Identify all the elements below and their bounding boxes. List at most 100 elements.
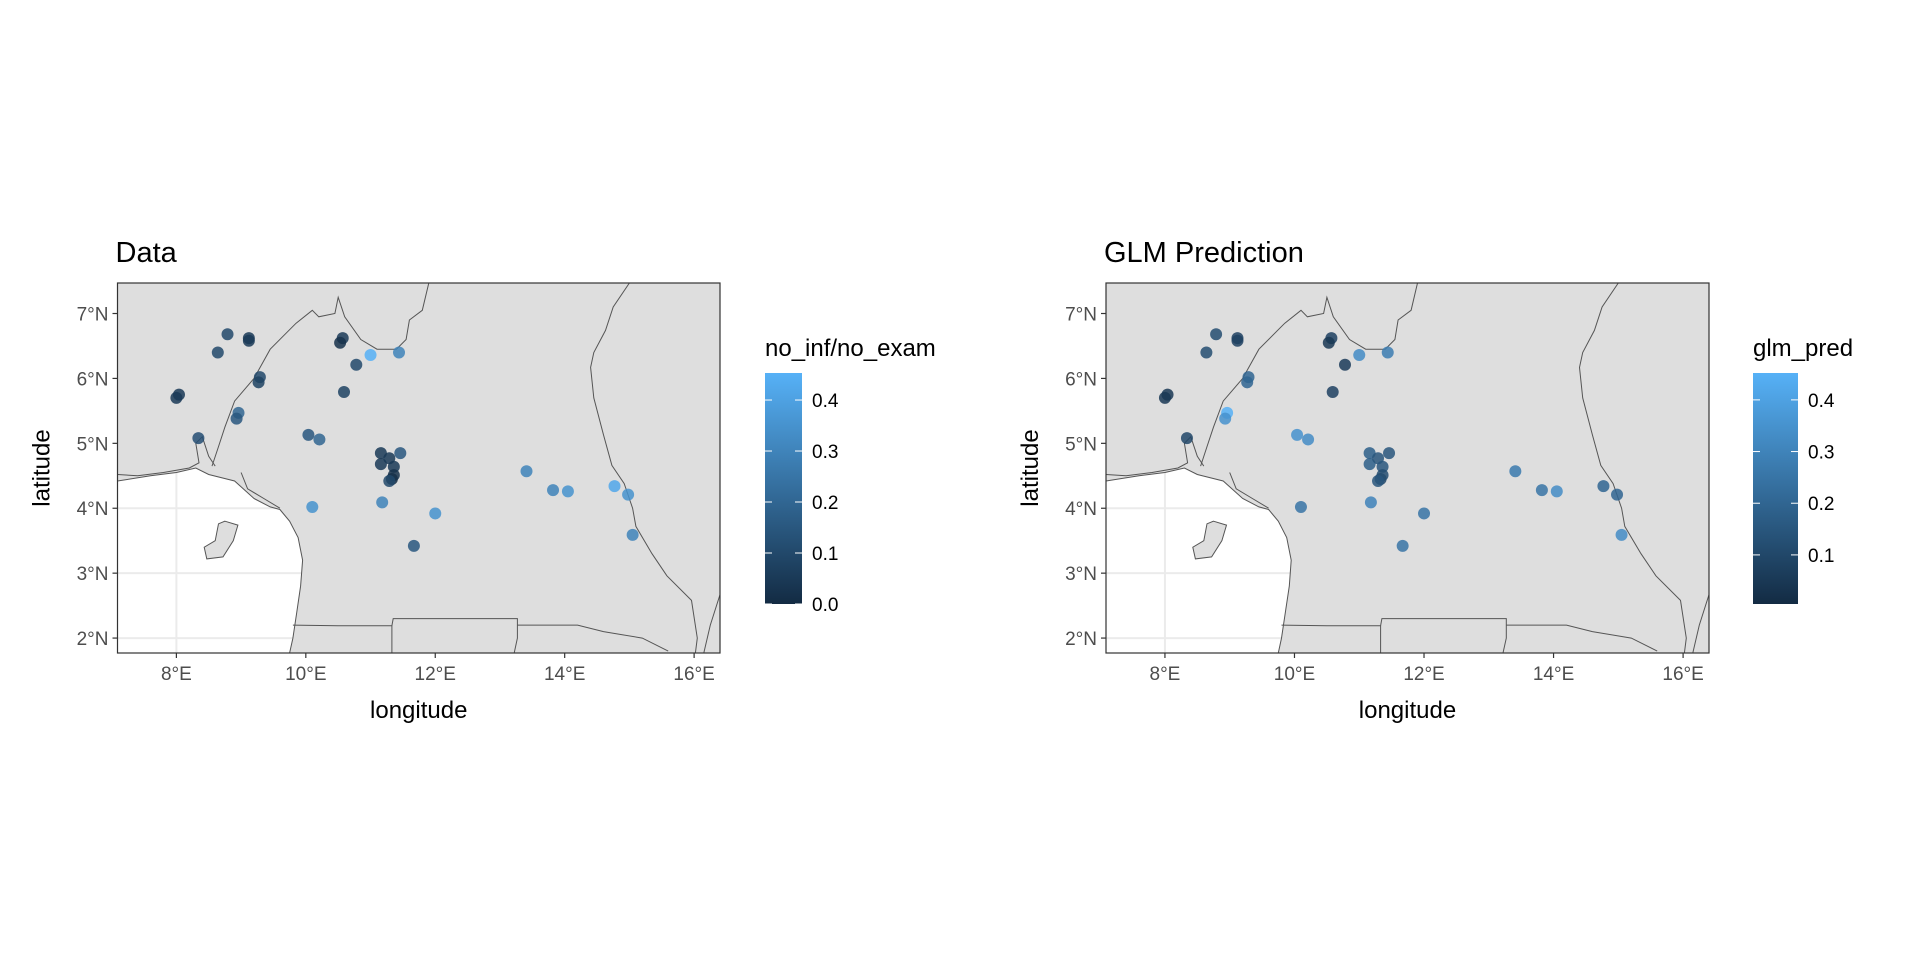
legend-label: 0.0: [812, 595, 838, 616]
border-line: [590, 283, 698, 653]
panel-glm-prediction: GLM Prediction 8°E 10°E 12°E 14°E 16°E 2°N 3°N 4…: [1017, 237, 1853, 724]
data-point: [1326, 386, 1339, 399]
data-point: [1364, 496, 1377, 509]
x-tick-label: 14°E: [1533, 664, 1574, 685]
y-tick-label: 6°N: [1065, 369, 1097, 390]
data-point: [302, 428, 315, 441]
data-point: [429, 507, 442, 520]
data-point: [608, 480, 621, 493]
legend-label: 0.4: [812, 391, 839, 412]
x-axis-title: longitude: [1359, 697, 1456, 724]
border-line: [1692, 594, 1709, 653]
x-tick-label: 8°E: [1150, 664, 1181, 685]
legend-label: 0.1: [812, 544, 838, 565]
x-tick-label: 8°E: [161, 664, 192, 685]
data-point: [211, 346, 224, 359]
border-line: [517, 624, 669, 652]
data-point: [1161, 388, 1174, 401]
bioko-island: [1192, 520, 1228, 560]
data-point: [1363, 458, 1376, 471]
data-point: [1372, 474, 1385, 487]
y-tick-label: 5°N: [77, 434, 109, 455]
color-legend: no_inf/no_exam 0.0 0.1 0.2 0.3 0.4: [765, 335, 936, 616]
y-axis-title: latitude: [29, 429, 56, 506]
data-point: [1231, 334, 1244, 347]
y-tick-label: 5°N: [1065, 434, 1097, 455]
panel-border: [116, 282, 721, 654]
data-point: [1597, 480, 1610, 493]
gridlines: [117, 468, 303, 653]
y-tick-label: 2°N: [1065, 629, 1097, 650]
data-point: [1418, 507, 1431, 520]
data-point: [1210, 328, 1223, 341]
data-point: [394, 447, 407, 460]
border-line: [1106, 435, 1205, 477]
border-line: [292, 624, 393, 653]
y-tick-label: 2°N: [77, 629, 109, 650]
y-tick-label: 3°N: [77, 564, 109, 585]
data-point: [520, 465, 533, 478]
data-point: [252, 376, 265, 389]
data-point: [547, 484, 560, 497]
legend-label: 0.2: [812, 493, 838, 514]
border-line: [211, 283, 430, 467]
border-line: [1380, 618, 1507, 653]
data-point: [1383, 447, 1396, 460]
y-tick-label: 4°N: [77, 499, 109, 520]
legend-colorbar: [765, 373, 802, 604]
data-point: [338, 386, 351, 399]
data-point: [622, 488, 635, 501]
x-tick-label: 12°E: [1403, 664, 1444, 685]
data-point: [393, 346, 406, 359]
data-point: [1396, 539, 1409, 552]
data-point: [1180, 432, 1193, 445]
data-point: [561, 485, 574, 498]
y-tick-label: 7°N: [1065, 305, 1097, 326]
data-point: [350, 358, 363, 371]
data-point: [1291, 428, 1304, 441]
data-point: [374, 458, 387, 471]
data-point: [172, 388, 185, 401]
legend-label: 0.2: [1808, 494, 1834, 515]
x-tick-label: 16°E: [673, 664, 714, 685]
border-line: [1281, 624, 1382, 653]
x-tick-label: 10°E: [1274, 664, 1315, 685]
data-point: [221, 328, 234, 341]
borders: [1106, 283, 1709, 653]
coastline: [117, 467, 304, 653]
legend-title: glm_pred: [1753, 335, 1853, 362]
legend-label: 0.1: [1808, 546, 1834, 567]
data-point: [407, 539, 420, 552]
data-point: [383, 474, 396, 487]
data-point: [334, 336, 347, 349]
sea-area: [117, 468, 303, 653]
border-line: [240, 472, 281, 509]
data-point: [1381, 346, 1394, 359]
data-point: [230, 412, 243, 425]
y-tick-label: 4°N: [1065, 499, 1097, 520]
x-tick-label: 16°E: [1662, 664, 1703, 685]
data-point: [242, 334, 255, 347]
border-line: [703, 594, 720, 653]
border-line: [391, 618, 518, 653]
border-line: [1200, 283, 1418, 467]
data-point: [1200, 346, 1213, 359]
data-point: [313, 433, 326, 446]
data-point: [306, 500, 319, 513]
data-point: [387, 460, 400, 473]
chart-title: Data: [116, 237, 178, 269]
x-axis-title: longitude: [370, 697, 467, 724]
x-tick-label: 14°E: [544, 664, 585, 685]
y-tick-label: 6°N: [77, 369, 109, 390]
color-legend: glm_pred 0.1 0.2 0.3 0.4: [1753, 335, 1853, 604]
border-line: [1229, 472, 1269, 509]
bioko-island: [203, 520, 239, 560]
coastline: [1106, 467, 1292, 653]
data-point: [376, 496, 389, 509]
data-point: [1611, 488, 1624, 501]
data-point: [1294, 500, 1307, 513]
legend-colorbar: [1753, 373, 1798, 604]
legend-label: 0.3: [1808, 443, 1834, 464]
data-point: [626, 528, 639, 541]
